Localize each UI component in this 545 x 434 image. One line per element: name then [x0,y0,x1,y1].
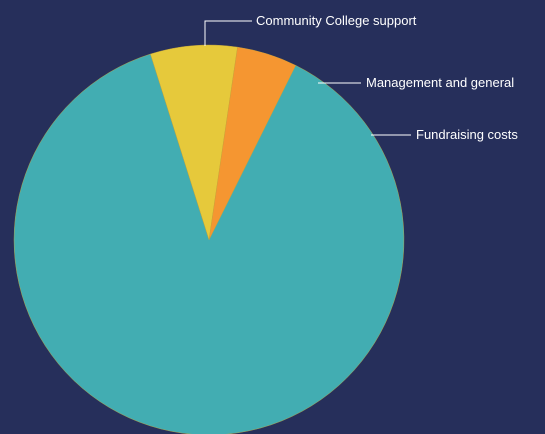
slice-label-fundraising-costs: Fundraising costs [416,127,518,142]
pie-slices [13,44,405,434]
slice-label-community-college-support: Community College support [256,13,417,28]
leader-line-community-college-support [204,20,252,46]
pie-labels: Community College support Management and… [204,13,518,142]
pie-slice-community-college-support [13,53,405,434]
slice-label-management-and-general: Management and general [366,75,514,90]
